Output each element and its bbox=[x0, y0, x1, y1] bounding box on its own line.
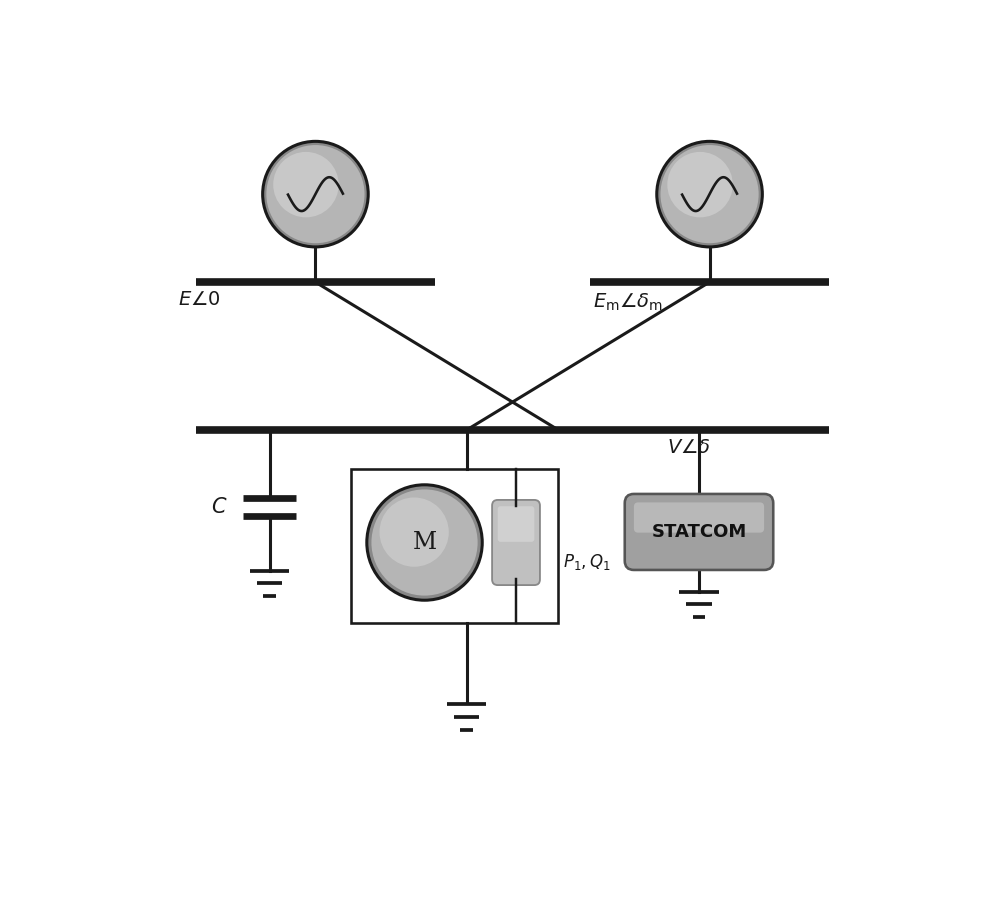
Circle shape bbox=[367, 484, 482, 600]
Circle shape bbox=[371, 489, 478, 596]
FancyBboxPatch shape bbox=[634, 503, 764, 533]
Text: $P_{\rm 1},Q_{\rm 1}$: $P_{\rm 1},Q_{\rm 1}$ bbox=[563, 552, 611, 571]
Circle shape bbox=[667, 152, 733, 218]
Text: STATCOM: STATCOM bbox=[651, 523, 747, 541]
FancyBboxPatch shape bbox=[498, 506, 534, 542]
Text: M: M bbox=[412, 531, 437, 554]
Circle shape bbox=[380, 497, 449, 567]
Circle shape bbox=[273, 152, 339, 218]
FancyBboxPatch shape bbox=[492, 500, 540, 585]
Circle shape bbox=[660, 145, 759, 243]
Circle shape bbox=[657, 142, 762, 247]
Text: $E_{\rm m}\angle\delta_{\rm m}$: $E_{\rm m}\angle\delta_{\rm m}$ bbox=[593, 292, 663, 313]
Circle shape bbox=[263, 142, 368, 247]
Text: $C$: $C$ bbox=[211, 497, 227, 517]
Text: $V\angle\delta$: $V\angle\delta$ bbox=[667, 439, 711, 457]
Bar bbox=[351, 469, 558, 623]
Circle shape bbox=[266, 145, 365, 243]
FancyBboxPatch shape bbox=[625, 494, 773, 570]
Text: $E\angle 0$: $E\angle 0$ bbox=[178, 292, 221, 309]
